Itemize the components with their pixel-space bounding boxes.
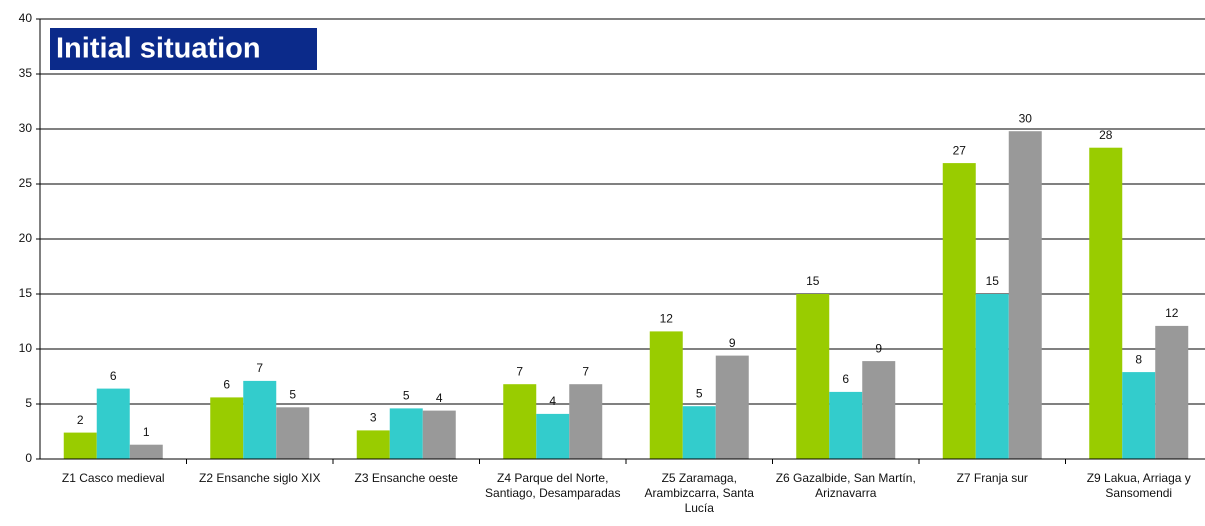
data-label: 28 (1099, 128, 1113, 142)
data-label: 7 (256, 361, 263, 375)
label-line: Z7 Franja sur (957, 471, 1028, 485)
data-label: 30 (1019, 111, 1033, 125)
data-label: 8 (1135, 352, 1142, 366)
chart-title: Initial situation (56, 33, 261, 65)
x-tick-label: Z1 Casco medieval (62, 471, 165, 485)
bar (1155, 325, 1189, 459)
data-label: 7 (582, 364, 589, 378)
data-label: 4 (436, 391, 443, 405)
bar (210, 397, 244, 459)
data-label: 27 (953, 143, 967, 157)
label-line: Z5 Zaramaga, (662, 471, 737, 485)
data-label: 5 (289, 387, 296, 401)
data-label: 6 (223, 378, 230, 392)
y-tick-label: 20 (19, 231, 33, 245)
label-line: Z2 Ensanche siglo XIX (199, 471, 320, 485)
y-tick-label: 30 (19, 121, 33, 135)
bar (536, 413, 570, 459)
y-tick-label: 0 (25, 451, 32, 465)
x-tick-label: Z3 Ensanche oeste (355, 471, 459, 485)
data-label: 5 (696, 386, 703, 400)
bar (276, 407, 310, 459)
data-label: 15 (986, 274, 1000, 288)
bar (829, 391, 863, 459)
data-label: 1 (143, 425, 150, 439)
label-line: Arambizcarra, Santa (645, 486, 755, 500)
bar (243, 380, 277, 459)
y-tick-label: 40 (19, 11, 33, 25)
x-tick-label: Z4 Parque del Norte, Santiago, Desamparad… (485, 471, 620, 500)
label-line: Z9 Lakua, Arriaga y (1087, 471, 1191, 485)
bar (1089, 147, 1123, 459)
bar (129, 444, 163, 459)
bar (96, 388, 130, 459)
data-label: 6 (110, 369, 117, 383)
label-line: Z3 Ensanche oeste (355, 471, 459, 485)
data-label: 9 (729, 336, 736, 350)
label-line: Z4 Parque del Norte, (497, 471, 608, 485)
bar (715, 355, 749, 459)
data-label: 3 (370, 411, 377, 425)
label-line: Ariznavarra (815, 486, 877, 500)
y-tick-label: 35 (19, 66, 33, 80)
label-line: Santiago, Desamparadas (485, 486, 620, 500)
label-line: Z6 Gazalbide, San Martín, (776, 471, 916, 485)
y-tick-label: 5 (25, 396, 32, 410)
y-tick-label: 10 (19, 341, 33, 355)
bar (356, 430, 390, 459)
bar (63, 432, 97, 459)
title-box (50, 28, 317, 70)
x-tick-label: Z2 Ensanche siglo XIX (199, 471, 320, 485)
x-tick-label: Z5 Zaramaga, Arambizcarra, Santa Lucía (645, 471, 755, 515)
x-tick-label: Z7 Franja sur (957, 471, 1028, 485)
bar (389, 408, 423, 459)
data-label: 6 (842, 372, 849, 386)
bar (975, 294, 1009, 459)
bar (422, 410, 456, 459)
label-line: Z1 Casco medieval (62, 471, 165, 485)
data-label: 2 (77, 413, 84, 427)
data-label: 12 (1165, 306, 1179, 320)
y-tick-label: 15 (19, 286, 33, 300)
bar (682, 406, 716, 459)
bar (569, 384, 603, 459)
label-line: Sansomendi (1105, 486, 1172, 500)
bar (942, 163, 976, 459)
y-tick-label: 25 (19, 176, 33, 190)
data-label: 7 (516, 364, 523, 378)
bar (1122, 372, 1156, 459)
data-label: 5 (403, 389, 410, 403)
data-label: 12 (660, 312, 674, 326)
data-label: 9 (875, 341, 882, 355)
label-line: Lucía (685, 501, 715, 515)
bar (649, 331, 683, 459)
bar (503, 384, 537, 459)
data-label: 4 (549, 394, 556, 408)
x-tick-label: Z6 Gazalbide, San Martín, Ariznavarra (776, 471, 916, 500)
bar (862, 361, 896, 459)
bar (796, 294, 830, 459)
bar (1008, 131, 1042, 459)
x-tick-label: Z9 Lakua, Arriaga y Sansomendi (1087, 471, 1191, 500)
data-label: 15 (806, 274, 820, 288)
